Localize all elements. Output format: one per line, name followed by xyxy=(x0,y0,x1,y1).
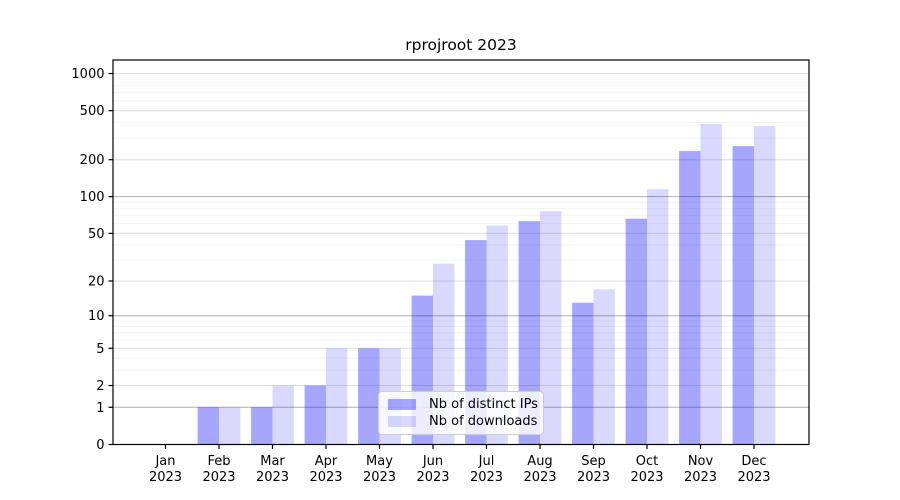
legend-item-downloads: Nb of downloads xyxy=(386,414,538,429)
bar-distinct-ips-aug xyxy=(518,221,540,445)
x-tick-label-year: 2023 xyxy=(523,470,556,485)
y-tick-label: 1000 xyxy=(71,67,104,82)
bar-downloads-aug xyxy=(540,211,562,445)
plot-border xyxy=(112,59,810,446)
legend-swatch-downloads-icon xyxy=(388,416,416,427)
x-tick-label-month: Jan xyxy=(154,454,175,469)
bar-downloads-dec xyxy=(754,126,776,445)
x-tick-label-year: 2023 xyxy=(630,470,663,485)
x-tick-label-month: Mar xyxy=(260,454,285,469)
x-tick-label-month: Dec xyxy=(741,454,766,469)
y-tick-label: 1 xyxy=(96,401,104,416)
x-tick-label-year: 2023 xyxy=(149,470,182,485)
x-tick-label-year: 2023 xyxy=(470,470,503,485)
bar-downloads-mar xyxy=(272,385,294,445)
bar-downloads-apr xyxy=(326,348,348,445)
legend-swatch-distinct-ips-icon xyxy=(388,399,416,410)
x-tick-label-month: Apr xyxy=(315,454,338,469)
x-tick-label-month: Jul xyxy=(478,454,495,469)
bar-distinct-ips-sep xyxy=(572,302,594,445)
bar-downloads-nov xyxy=(700,123,722,445)
x-tick-label-month: Sep xyxy=(581,454,606,469)
y-tick-label: 50 xyxy=(88,227,105,242)
y-tick-label: 5 xyxy=(96,342,104,357)
y-tick-label: 500 xyxy=(80,104,105,119)
legend-label-downloads: Nb of downloads xyxy=(429,414,538,429)
y-tick-label: 200 xyxy=(80,153,105,168)
legend-label-distinct-ips: Nb of distinct IPs xyxy=(429,397,538,412)
x-tick-label-year: 2023 xyxy=(202,470,235,485)
x-tick-label-year: 2023 xyxy=(256,470,289,485)
x-tick-label-year: 2023 xyxy=(577,470,610,485)
x-tick-label-year: 2023 xyxy=(309,470,342,485)
bar-distinct-ips-apr xyxy=(304,385,326,445)
legend: Nb of distinct IPs Nb of downloads xyxy=(378,391,544,435)
bar-distinct-ips-oct xyxy=(625,218,647,445)
bar-downloads-sep xyxy=(593,289,615,445)
x-tick-label-month: Jun xyxy=(422,454,443,469)
bar-downloads-jul xyxy=(486,225,508,445)
x-tick-label-month: Aug xyxy=(527,454,552,469)
x-tick-label-year: 2023 xyxy=(416,470,449,485)
y-tick-label: 100 xyxy=(80,190,105,205)
x-tick-label-month: Feb xyxy=(207,454,230,469)
y-tick-label: 10 xyxy=(88,309,105,324)
legend-item-distinct-ips: Nb of distinct IPs xyxy=(386,397,538,412)
bar-distinct-ips-nov xyxy=(679,151,701,445)
x-tick-label-month: Nov xyxy=(688,454,714,469)
x-tick-label-year: 2023 xyxy=(363,470,396,485)
bar-distinct-ips-feb xyxy=(197,407,219,445)
chart-title: rprojroot 2023 xyxy=(405,36,517,54)
x-tick-label-year: 2023 xyxy=(684,470,717,485)
y-tick-label: 20 xyxy=(88,275,105,290)
y-tick-label: 2 xyxy=(96,379,104,394)
bar-distinct-ips-dec xyxy=(732,146,754,445)
bar-downloads-oct xyxy=(647,189,669,445)
y-tick-label: 0 xyxy=(96,438,104,453)
x-tick-label-year: 2023 xyxy=(737,470,770,485)
bar-downloads-feb xyxy=(219,407,241,445)
bar-distinct-ips-may xyxy=(358,348,380,445)
x-tick-label-month: May xyxy=(366,454,393,469)
bar-distinct-ips-mar xyxy=(251,407,273,445)
x-tick-label-month: Oct xyxy=(636,454,658,469)
